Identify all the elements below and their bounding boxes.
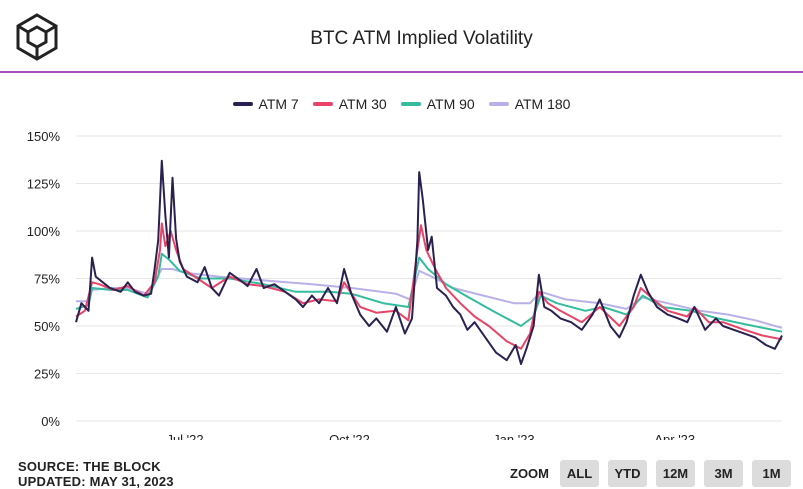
legend-swatch [400,102,421,106]
y-tick-label: 0% [41,414,60,429]
legend-swatch [312,102,333,106]
volatility-chart: 0% 25% 50% 75% 100% 125% 150% Jul '22 Oct '22 Jan… [27,129,783,440]
series-line-atm-180 [76,268,783,329]
y-tick-label: 75% [34,272,60,287]
zoom-ytd-button[interactable]: YTD [608,460,647,487]
page-title: BTC ATM Implied Volatility [310,28,533,49]
y-tick-label: 125% [27,177,61,192]
x-tick-label: Oct '22 [329,432,370,440]
legend-label: ATM 90 [426,96,475,112]
legend-label: ATM 7 [258,96,299,112]
legend-item-atm-180[interactable]: ATM 180 [488,96,571,112]
zoom-all-button[interactable]: ALL [560,460,599,487]
zoom-controls: ZOOM ALL YTD 12M 3M 1M [510,460,791,487]
chart-footer: SOURCE: THE BLOCK UPDATED: MAY 31, 2023 [18,459,174,489]
legend-item-atm-7[interactable]: ATM 7 [232,96,299,112]
legend-item-atm-90[interactable]: ATM 90 [400,96,475,112]
x-tick-label: Apr '23 [654,432,695,440]
x-tick-label: Jan '23 [493,432,535,440]
legend-swatch [488,102,509,106]
the-block-logo [16,13,58,61]
source-text: SOURCE: THE BLOCK [18,459,161,474]
chart-legend: ATM 7 ATM 30 ATM 90 ATM 180 [0,96,803,112]
zoom-label: ZOOM [510,466,549,481]
y-tick-label: 100% [27,224,61,239]
legend-swatch [232,102,253,106]
zoom-1m-button[interactable]: 1M [752,460,791,487]
legend-label: ATM 180 [514,96,571,112]
title-divider [0,71,803,73]
y-tick-label: 25% [34,367,60,382]
x-tick-label: Jul '22 [166,432,203,440]
legend-label: ATM 30 [338,96,387,112]
y-tick-label: 150% [27,129,61,144]
series-line-atm-30 [75,222,783,350]
updated-text: UPDATED: MAY 31, 2023 [18,474,174,489]
legend-item-atm-30[interactable]: ATM 30 [312,96,387,112]
y-tick-label: 50% [34,319,60,334]
series-line-atm-7 [75,159,783,365]
zoom-12m-button[interactable]: 12M [656,460,695,487]
zoom-3m-button[interactable]: 3M [704,460,743,487]
